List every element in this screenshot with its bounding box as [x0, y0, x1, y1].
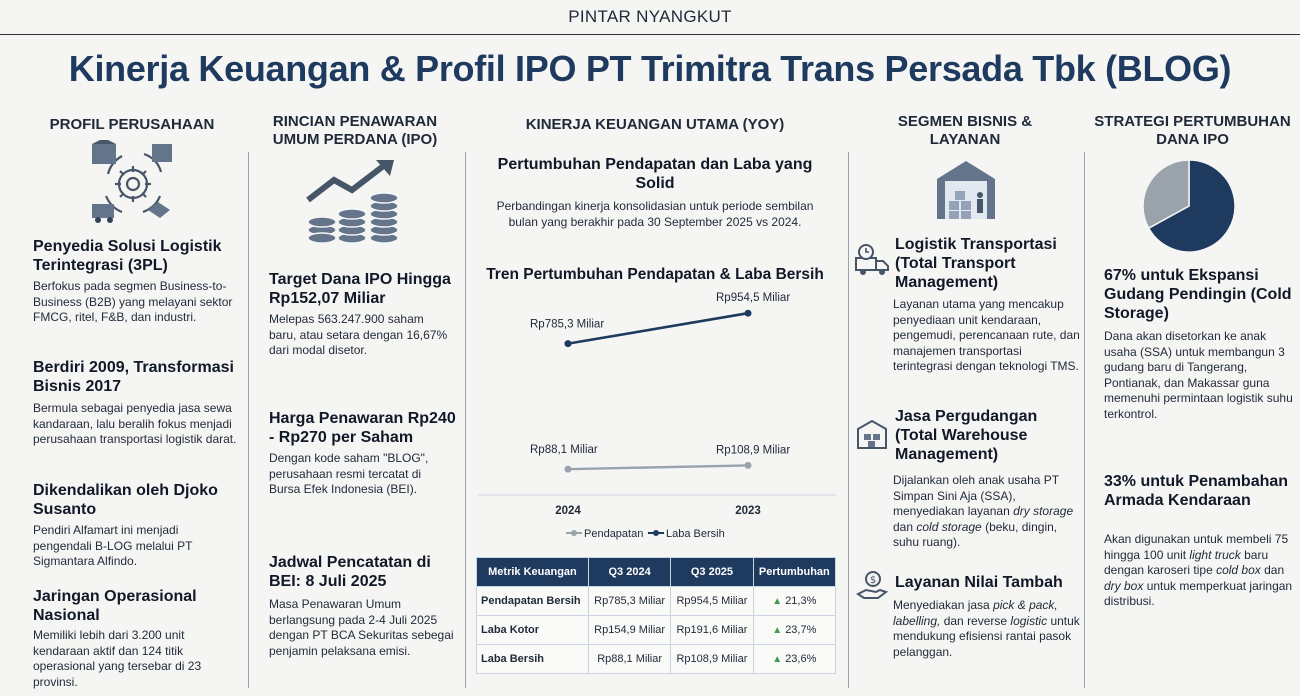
item-title: 33% untuk Penambahan Armada Kendaraan — [1104, 473, 1289, 509]
item-title: Target Dana IPO Hingga Rp152,07 Miliar — [269, 271, 451, 307]
column-divider — [848, 152, 849, 688]
item-title: Layanan Nilai Tambah — [895, 574, 1063, 591]
item-title: Jasa Pergudangan (Total Warehouse Manage… — [895, 408, 1038, 463]
brand-header: PINTAR NYANGKUT — [0, 0, 1300, 35]
item-body: Memiliki lebih dari 3.200 unit kendaraan… — [33, 628, 202, 689]
column-divider — [1084, 152, 1085, 688]
item-title: Harga Penawaran Rp240 - Rp270 per Saham — [269, 410, 456, 446]
line-chart: 2024 2023 Rp88,1 Miliar Rp108,9 Miliar Rp785… — [478, 292, 836, 540]
allocation-pie-chart — [1142, 159, 1236, 253]
logistics-cycle-icon — [92, 140, 172, 223]
table-header: Q3 2024 — [587, 557, 672, 587]
legend-marker — [653, 530, 659, 536]
legend-label: Laba Bersih — [666, 528, 725, 540]
data-point — [564, 465, 572, 473]
series-line — [567, 464, 749, 471]
page-title: Kinerja Keuangan & Profil IPO PT Trimitr… — [68, 48, 1232, 89]
growth-value: 23,6% — [785, 653, 817, 665]
item-body: Menyediakan jasa pick & pack, labelling,… — [893, 598, 1080, 659]
section-desc: Perbandingan kinerja konsolidasian untuk… — [496, 199, 814, 229]
table-cell: ▲ 21,3% — [752, 586, 837, 616]
growth-coins-icon — [306, 160, 399, 244]
item-body: Bermula sebagai penyedia jasa sewa kanda… — [33, 401, 237, 446]
table-cell: Laba Kotor — [476, 615, 589, 645]
item-body: Dijalankan oleh anak usaha PT Simpan Sin… — [893, 473, 1074, 549]
item-title: Penyedia Solusi Logistik Terintegrasi (3… — [33, 238, 222, 274]
item-title: Jaringan Operasional Nasional — [33, 588, 197, 624]
series-line — [567, 311, 749, 345]
col-heading-profil: PROFIL PERUSAHAAN — [49, 116, 215, 133]
table-cell: ▲ 23,7% — [752, 615, 837, 645]
table-cell: Rp154,9 Miliar — [587, 615, 672, 645]
legend-marker — [571, 530, 577, 536]
truck-clock-icon — [855, 244, 889, 275]
pie-slice — [1147, 159, 1236, 253]
financial-table: Metrik Keuangan Q3 2024 Q3 2025 Pertumbu… — [476, 557, 837, 674]
item-body: Masa Penawaran Umum berlangsung pada 2-4… — [269, 597, 454, 658]
item-body: Melepas 563.247.900 saham baru, atau set… — [269, 312, 448, 357]
table-cell: Rp88,1 Miliar — [587, 644, 672, 674]
table-header: Pertumbuhan — [752, 557, 837, 587]
item-body: Dana akan disetorkan ke anak usaha (SSA)… — [1104, 329, 1293, 421]
hand-coin-icon: $ — [856, 571, 889, 599]
up-arrow-icon: ▲ — [772, 596, 783, 607]
item-title: Berdiri 2009, Transformasi Bisnis 2017 — [33, 359, 234, 395]
warehouse-icon — [937, 161, 995, 219]
svg-text:$: $ — [870, 575, 876, 586]
col-heading-kinerja: KINERJA KEUANGAN UTAMA (YoY) — [525, 116, 785, 133]
data-label: Rp785,3 Miliar — [530, 319, 604, 331]
section-subtitle: Pertumbuhan Pendapatan dan Laba yang Sol… — [497, 156, 813, 192]
data-point — [744, 461, 752, 469]
table-header: Q3 2025 — [670, 557, 754, 587]
table-cell: Rp108,9 Miliar — [670, 644, 754, 674]
x-tick-label: 2023 — [735, 505, 761, 517]
item-title: Dikendalikan oleh Djoko Susanto — [33, 482, 218, 518]
data-label: Rp88,1 Miliar — [530, 444, 598, 456]
table-cell: Pendapatan Bersih — [476, 586, 589, 616]
item-title: Logistik Transportasi (Total Transport M… — [895, 236, 1057, 291]
table-cell: Rp954,5 Miliar — [670, 586, 754, 616]
col-heading-segmen: SEGMEN BISNIS & LAYANAN — [897, 113, 1033, 148]
table-row: Pendapatan Bersih Rp785,3 Miliar Rp954,5… — [476, 586, 837, 616]
item-title: Jadwal Pencatatan di BEI: 8 Juli 2025 — [269, 554, 431, 590]
up-arrow-icon: ▲ — [772, 654, 783, 665]
item-body: Layanan utama yang mencakup penyediaan u… — [893, 297, 1080, 373]
growth-value: 21,3% — [785, 595, 817, 607]
column-divider — [248, 152, 249, 688]
table-row: Laba Bersih Rp88,1 Miliar Rp108,9 Miliar… — [476, 644, 837, 674]
data-point — [564, 340, 572, 348]
growth-value: 23,7% — [785, 624, 817, 636]
warehouse-small-icon — [857, 419, 887, 449]
col-heading-ipo: RINCIAN PENAWARAN UMUM PERDANA (IPO) — [272, 113, 438, 148]
data-point — [744, 309, 752, 317]
item-body: Dengan kode saham "BLOG", perusahaan res… — [269, 451, 429, 496]
pie-slice — [1142, 159, 1190, 230]
column-divider — [465, 152, 466, 688]
data-label: Rp954,5 Miliar — [716, 292, 790, 304]
x-tick-label: 2024 — [555, 505, 581, 517]
table-row: Laba Kotor Rp154,9 Miliar Rp191,6 Miliar… — [476, 615, 837, 645]
legend-label: Pendapatan — [584, 528, 643, 540]
table-cell: Laba Bersih — [476, 644, 589, 674]
data-label: Rp108,9 Miliar — [716, 444, 790, 456]
table-cell: ▲ 23,6% — [752, 644, 837, 674]
item-body: Pendiri Alfamart ini menjadi pengendali … — [33, 523, 193, 568]
table-cell: Rp785,3 Miliar — [587, 586, 672, 616]
item-title: 67% untuk Ekspansi Gudang Pendingin (Col… — [1104, 267, 1292, 322]
chart-title: Tren Pertumbuhan Pendapatan & Laba Bersi… — [486, 266, 824, 283]
item-body: Akan digunakan untuk membeli 75 hingga 1… — [1104, 532, 1293, 608]
up-arrow-icon: ▲ — [772, 625, 783, 636]
table-cell: Rp191,6 Miliar — [670, 615, 754, 645]
col-heading-strategi: STRATEGI PERTUMBUHAN DANA IPO — [1094, 113, 1291, 148]
item-body: Berfokus pada segmen Business-to-Busines… — [33, 279, 233, 324]
table-header: Metrik Keuangan — [476, 557, 589, 587]
